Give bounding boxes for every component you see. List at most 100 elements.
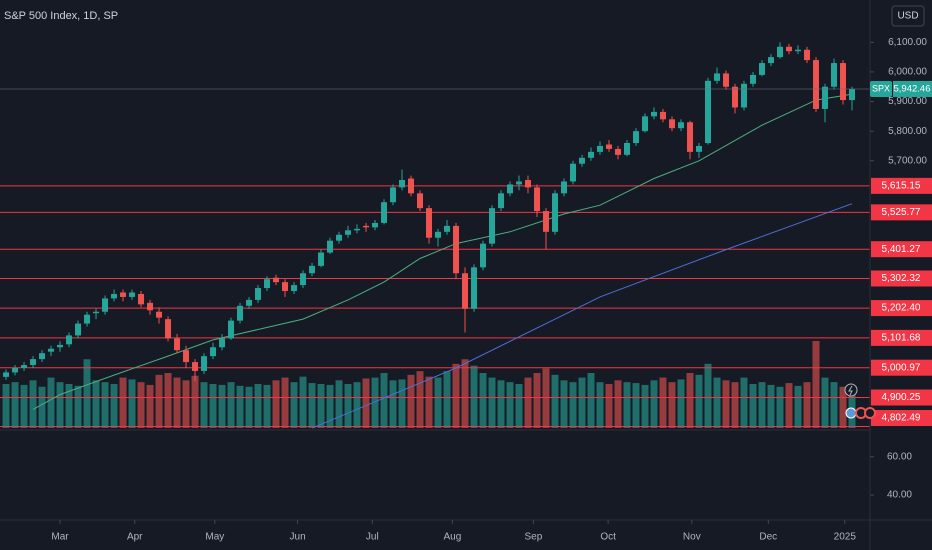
x-tick-label: Mar	[51, 532, 69, 543]
event-icon[interactable]	[845, 407, 857, 419]
candle-body	[336, 234, 343, 241]
candle-body	[525, 179, 532, 188]
volume-bar	[659, 377, 667, 428]
candle-body	[642, 116, 649, 132]
candle-body	[705, 80, 712, 143]
candle-body	[192, 362, 199, 371]
candle-body	[435, 231, 442, 238]
volume-bar	[254, 384, 262, 428]
candle-body	[444, 225, 451, 232]
level-label: 4,900.25	[882, 392, 921, 403]
currency-box[interactable]	[891, 5, 925, 27]
candle-body	[588, 151, 595, 158]
candle-body	[615, 148, 622, 155]
volume-bar	[632, 383, 640, 428]
candle-body	[390, 187, 397, 203]
candle-body	[408, 178, 415, 194]
level-label-box	[871, 410, 932, 426]
level-label: 5,101.68	[882, 333, 921, 344]
volume-bar	[785, 383, 793, 428]
x-tick-label: Dec	[759, 532, 777, 543]
volume-bar	[218, 384, 226, 428]
candle-body	[570, 163, 577, 182]
candle-body	[669, 119, 676, 129]
volume-bar	[74, 385, 82, 428]
price-pane	[0, 42, 870, 429]
candle-body	[489, 208, 496, 244]
volume-pane	[2, 340, 856, 428]
volume-bar	[326, 384, 334, 428]
volume-bar	[668, 382, 676, 428]
volume-bar	[704, 363, 712, 428]
candle-body	[147, 302, 154, 311]
candle-body	[327, 240, 334, 253]
candle-body	[57, 344, 64, 348]
volume-bar	[731, 382, 739, 428]
volume-bar	[677, 379, 685, 428]
event-icons	[844, 383, 876, 419]
x-tick-label: Aug	[444, 532, 462, 543]
volume-bar	[542, 368, 550, 428]
level-label-box	[871, 270, 932, 287]
candle-body	[93, 311, 100, 314]
candle-body	[3, 372, 10, 377]
volume-bar	[155, 374, 163, 428]
axes: 5,615.15 5,525.77 5,401.27 5,302.32 5,202.40…	[51, 37, 932, 543]
candle-body	[624, 142, 631, 155]
volume-bar	[803, 382, 811, 428]
level-label: 5,615.15	[882, 181, 921, 192]
candle-body	[300, 273, 307, 286]
moving-average	[32, 93, 853, 410]
volume-bar	[308, 383, 316, 428]
volume-bar	[236, 385, 244, 428]
volume-bar	[20, 384, 28, 428]
event-icon[interactable]	[844, 383, 858, 397]
candle-body	[165, 319, 172, 339]
candle-body	[111, 293, 118, 299]
volume-bar	[686, 373, 694, 428]
level-label-box	[871, 241, 932, 258]
volume-bar	[452, 363, 460, 428]
candle-body	[732, 86, 739, 108]
volume-bar	[587, 373, 595, 428]
currency[interactable]: USD	[897, 11, 918, 22]
volume-bar	[416, 371, 424, 428]
level-label-box	[871, 359, 932, 376]
volume-bar	[371, 377, 379, 428]
candle-body	[228, 320, 235, 339]
last-price-label: 5,942.46	[894, 83, 931, 94]
candle-body	[552, 193, 559, 232]
level-label-box	[871, 329, 932, 346]
candle-body	[21, 365, 28, 368]
volume-bar	[227, 382, 235, 428]
level-label-box	[871, 389, 932, 406]
volume-bar	[11, 382, 19, 428]
candle-body	[660, 111, 667, 120]
candle-body	[750, 74, 757, 84]
volume-bar	[650, 380, 658, 428]
volume-bar	[551, 374, 559, 428]
level-label-box	[871, 177, 932, 194]
volume-bar	[173, 377, 181, 428]
volume-bar	[434, 377, 442, 428]
volume-bar	[407, 374, 415, 428]
candle-body	[84, 314, 91, 324]
candle-body	[561, 181, 568, 194]
candle-body	[498, 193, 505, 209]
y-tick-label: 5,700.00	[888, 155, 927, 166]
candle-body	[462, 273, 469, 309]
x-tick-label: 2025	[834, 532, 857, 543]
x-tick-label: Jun	[290, 532, 306, 543]
volume-bar	[380, 373, 388, 428]
candle-body	[372, 222, 379, 228]
volume-bar	[839, 386, 847, 428]
y-tick-label: 5,800.00	[888, 126, 927, 137]
candle-body	[39, 353, 46, 360]
candle-body	[102, 298, 109, 312]
volume-bar	[641, 384, 649, 428]
chart-title: S&P 500 Index, 1D, SP	[4, 10, 118, 22]
volume-bar	[353, 382, 361, 428]
candle-body	[579, 157, 586, 164]
event-icon[interactable]	[864, 407, 876, 419]
volume-bar	[146, 384, 154, 428]
